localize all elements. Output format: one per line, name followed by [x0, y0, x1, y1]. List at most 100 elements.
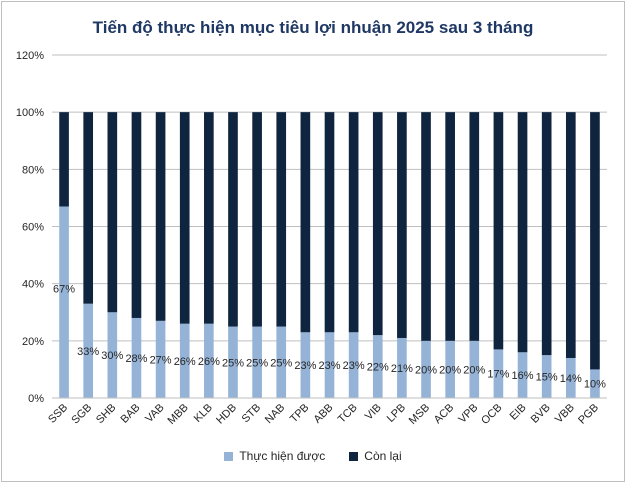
data-label-tpb: 23%: [294, 360, 316, 372]
data-label-klb: 26%: [198, 356, 220, 368]
bar-done-abb: [324, 332, 335, 398]
category-label-hdb: HDB: [214, 402, 239, 427]
bar-remaining-ocb: [493, 112, 504, 350]
bar-remaining-eib: [517, 112, 528, 353]
bar-done-ssb: [59, 206, 69, 398]
legend-item-done: Thực hiện được: [224, 449, 325, 463]
bar-done-bvb: [541, 355, 552, 398]
bar-done-sgb: [83, 303, 94, 398]
bar-done-nab: [276, 326, 287, 398]
y-tick-label: 0%: [28, 393, 44, 405]
bar-remaining-sgb: [83, 112, 94, 304]
legend-swatch-done: [224, 451, 234, 461]
category-label-mbb: MBB: [165, 402, 190, 427]
category-label-klb: KLB: [192, 402, 215, 425]
y-tick-label: 100%: [16, 107, 44, 119]
category-label-ssb: SSB: [46, 402, 70, 426]
bar-done-vib: [372, 335, 383, 398]
category-label-pgb: PGB: [576, 402, 601, 427]
y-tick-label: 40%: [22, 279, 44, 291]
category-label-eib: EIB: [508, 402, 529, 423]
bar-done-vbb: [565, 357, 576, 398]
bar-done-eib: [517, 352, 528, 398]
bar-remaining-vab: [155, 112, 166, 321]
y-tick-label: 120%: [16, 50, 44, 62]
bar-done-tpb: [300, 332, 311, 398]
data-label-vpb: 20%: [463, 364, 485, 376]
chart-title: Tiến độ thực hiện mục tiêu lợi nhuận 202…: [92, 18, 534, 37]
category-label-lpb: LPB: [385, 402, 408, 425]
bar-remaining-lpb: [397, 112, 407, 338]
data-label-vib: 22%: [367, 362, 389, 374]
data-label-bab: 28%: [125, 353, 147, 365]
data-label-stb: 25%: [246, 357, 268, 369]
data-label-nab: 25%: [270, 357, 292, 369]
data-label-mbb: 26%: [174, 356, 196, 368]
category-label-tpb: TPB: [288, 402, 312, 426]
category-label-vbb: VBB: [553, 402, 577, 426]
category-label-sgb: SGB: [69, 402, 94, 427]
legend: Thực hiện được Còn lại: [0, 449, 626, 463]
bar-remaining-vbb: [565, 112, 576, 358]
bar-done-pgb: [590, 369, 600, 398]
bar-remaining-msb: [421, 112, 431, 341]
category-label-tcb: TCB: [336, 402, 360, 426]
legend-label-done: Thực hiện được: [239, 449, 326, 463]
data-label-abb: 23%: [318, 360, 340, 372]
data-label-tcb: 23%: [343, 360, 365, 372]
data-label-hdb: 25%: [222, 357, 244, 369]
category-label-bvb: BVB: [529, 402, 553, 426]
bar-remaining-acb: [445, 112, 455, 341]
bar-remaining-bvb: [541, 112, 552, 356]
data-label-lpb: 21%: [391, 363, 413, 375]
category-label-shb: SHB: [94, 402, 118, 426]
y-tick-label: 60%: [22, 222, 44, 234]
bar-done-vpb: [469, 340, 480, 398]
data-label-pgb: 10%: [584, 379, 606, 391]
category-label-vib: VIB: [363, 402, 384, 423]
legend-swatch-remaining: [349, 451, 359, 461]
data-label-ssb: 67%: [53, 284, 75, 296]
legend-item-remaining: Còn lại: [349, 449, 402, 463]
category-label-abb: ABB: [312, 402, 336, 426]
bar-done-mbb: [179, 323, 190, 398]
y-tick-label: 80%: [22, 164, 44, 176]
bar-remaining-vib: [372, 112, 383, 336]
bar-done-hdb: [228, 326, 238, 398]
bar-remaining-klb: [204, 112, 214, 324]
data-label-msb: 20%: [415, 364, 437, 376]
category-label-ocb: OCB: [479, 402, 504, 427]
bar-done-klb: [204, 323, 214, 398]
y-tick-label: 20%: [22, 336, 44, 348]
bar-remaining-ssb: [59, 112, 69, 207]
data-label-shb: 30%: [101, 350, 123, 362]
bar-done-vab: [155, 320, 166, 398]
category-label-msb: MSB: [407, 402, 432, 427]
bar-remaining-bab: [131, 112, 142, 318]
bar-remaining-pgb: [590, 112, 600, 370]
bar-done-ocb: [493, 349, 504, 398]
bar-done-stb: [252, 326, 262, 398]
data-label-acb: 20%: [439, 364, 461, 376]
bar-done-tcb: [348, 332, 359, 398]
data-label-eib: 16%: [512, 370, 534, 382]
bar-remaining-abb: [324, 112, 335, 333]
category-label-stb: STB: [240, 402, 264, 426]
bar-done-acb: [445, 340, 455, 398]
bar-remaining-vpb: [469, 112, 480, 341]
data-label-ocb: 17%: [487, 369, 509, 381]
bar-done-msb: [421, 340, 431, 398]
bar-remaining-shb: [107, 112, 118, 313]
data-label-bvb: 15%: [536, 372, 558, 384]
category-label-vab: VAB: [143, 402, 166, 425]
bar-remaining-mbb: [179, 112, 190, 324]
data-label-sgb: 33%: [77, 346, 99, 358]
data-label-vab: 27%: [150, 354, 172, 366]
data-label-vbb: 14%: [560, 373, 582, 385]
bar-remaining-hdb: [228, 112, 238, 327]
bar-remaining-nab: [276, 112, 287, 327]
category-label-acb: ACB: [432, 402, 456, 426]
bar-remaining-stb: [252, 112, 262, 327]
bar-done-lpb: [397, 337, 407, 398]
